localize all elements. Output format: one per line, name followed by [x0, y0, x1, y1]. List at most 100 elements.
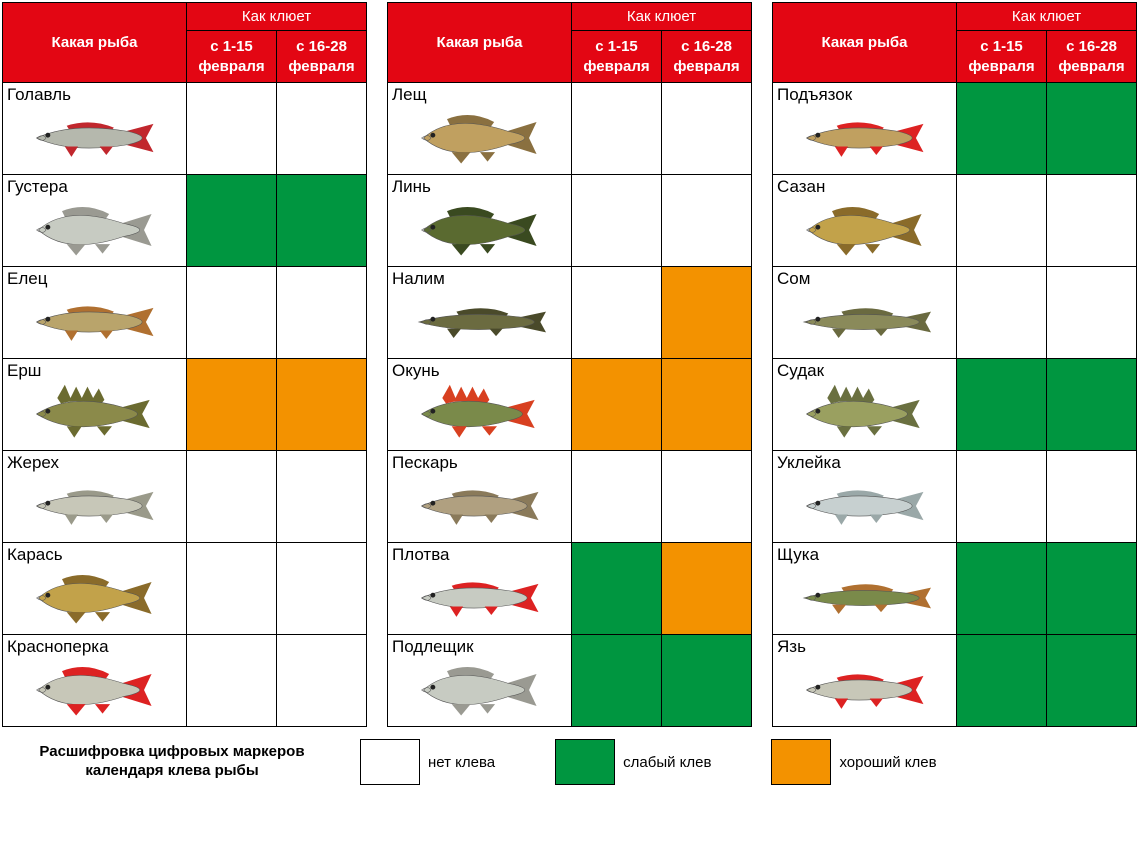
header-bite: Как клюет [187, 3, 367, 31]
legend-swatch [360, 739, 420, 785]
fish-icon [10, 197, 180, 263]
tables-row: Какая рыба Как клюет с 1-15февраля с 16-… [2, 2, 1138, 727]
table-row: Сом [773, 267, 1137, 359]
header-period2: с 16-28февраля [662, 31, 752, 83]
bite-cell-period2 [277, 175, 367, 267]
bite-cell-period2 [662, 359, 752, 451]
fish-cell: Густера [3, 175, 187, 267]
bite-cell-period2 [1047, 451, 1137, 543]
fish-cell: Голавль [3, 83, 187, 175]
legend-label: хороший клев [839, 754, 936, 771]
bite-cell-period1 [572, 267, 662, 359]
header-bite: Как клюет [957, 3, 1137, 31]
bite-cell-period2 [1047, 635, 1137, 727]
fish-name: Сом [777, 269, 810, 289]
table-row: Голавль [3, 83, 367, 175]
fish-icon [780, 289, 950, 355]
bite-cell-period1 [572, 635, 662, 727]
legend-swatch [771, 739, 831, 785]
header-bite: Как клюет [572, 3, 752, 31]
fish-icon [780, 657, 950, 723]
header-fish: Какая рыба [388, 3, 572, 83]
table-row: Подлещик [388, 635, 752, 727]
table-row: Карась [3, 543, 367, 635]
table-row: Налим [388, 267, 752, 359]
bite-cell-period1 [187, 451, 277, 543]
table-row: Ерш [3, 359, 367, 451]
fish-cell: Лещ [388, 83, 572, 175]
bite-cell-period2 [277, 451, 367, 543]
bite-cell-period1 [187, 543, 277, 635]
table-row: Линь [388, 175, 752, 267]
bite-cell-period2 [662, 451, 752, 543]
bite-cell-period2 [662, 635, 752, 727]
legend-label: нет клева [428, 754, 495, 771]
fish-name: Линь [392, 177, 431, 197]
bite-cell-period1 [187, 635, 277, 727]
table-row: Густера [3, 175, 367, 267]
fish-name: Налим [392, 269, 445, 289]
fish-icon [780, 381, 950, 447]
bite-cell-period2 [1047, 359, 1137, 451]
fish-name: Окунь [392, 361, 440, 381]
fish-table: Какая рыба Как клюет с 1-15февраля с 16-… [387, 2, 752, 727]
fish-icon [10, 657, 180, 723]
bite-cell-period1 [187, 267, 277, 359]
bite-cell-period2 [1047, 267, 1137, 359]
fish-cell: Жерех [3, 451, 187, 543]
table-row: Судак [773, 359, 1137, 451]
fish-name: Язь [777, 637, 806, 657]
fish-name: Голавль [7, 85, 71, 105]
fish-icon [395, 105, 565, 171]
table-row: Язь [773, 635, 1137, 727]
fish-name: Красноперка [7, 637, 109, 657]
header-fish: Какая рыба [773, 3, 957, 83]
fish-cell: Елец [3, 267, 187, 359]
bite-cell-period2 [1047, 543, 1137, 635]
table-row: Щука [773, 543, 1137, 635]
fish-cell: Окунь [388, 359, 572, 451]
bite-cell-period1 [572, 175, 662, 267]
fish-icon [10, 381, 180, 447]
fish-cell: Уклейка [773, 451, 957, 543]
bite-cell-period1 [957, 83, 1047, 175]
table-row: Красноперка [3, 635, 367, 727]
table-row: Пескарь [388, 451, 752, 543]
fish-name: Подлещик [392, 637, 474, 657]
fish-icon [10, 565, 180, 631]
fish-icon [10, 473, 180, 539]
bite-cell-period2 [1047, 175, 1137, 267]
legend-item: нет клева [360, 739, 495, 785]
legend-item: слабый клев [555, 739, 711, 785]
bite-cell-period2 [662, 267, 752, 359]
bite-cell-period1 [572, 359, 662, 451]
fish-cell: Язь [773, 635, 957, 727]
table-row: Елец [3, 267, 367, 359]
bite-cell-period1 [957, 359, 1047, 451]
fish-cell: Подъязок [773, 83, 957, 175]
legend-item: хороший клев [771, 739, 936, 785]
fish-name: Пескарь [392, 453, 458, 473]
bite-cell-period1 [187, 175, 277, 267]
fish-name: Ерш [7, 361, 41, 381]
fish-cell: Карась [3, 543, 187, 635]
table-row: Лещ [388, 83, 752, 175]
fish-name: Жерех [7, 453, 59, 473]
fish-cell: Подлещик [388, 635, 572, 727]
table-row: Плотва [388, 543, 752, 635]
bite-cell-period1 [957, 635, 1047, 727]
bite-cell-period2 [662, 175, 752, 267]
fish-icon [780, 473, 950, 539]
bite-cell-period2 [277, 267, 367, 359]
bite-cell-period2 [277, 83, 367, 175]
fish-cell: Судак [773, 359, 957, 451]
legend-label: слабый клев [623, 754, 711, 771]
bite-cell-period2 [662, 83, 752, 175]
fish-name: Уклейка [777, 453, 841, 473]
bite-cell-period1 [957, 267, 1047, 359]
fish-name: Сазан [777, 177, 825, 197]
fish-cell: Пескарь [388, 451, 572, 543]
bite-cell-period1 [572, 451, 662, 543]
fish-name: Елец [7, 269, 47, 289]
legend: Расшифровка цифровых маркеров календаря … [2, 739, 1138, 785]
